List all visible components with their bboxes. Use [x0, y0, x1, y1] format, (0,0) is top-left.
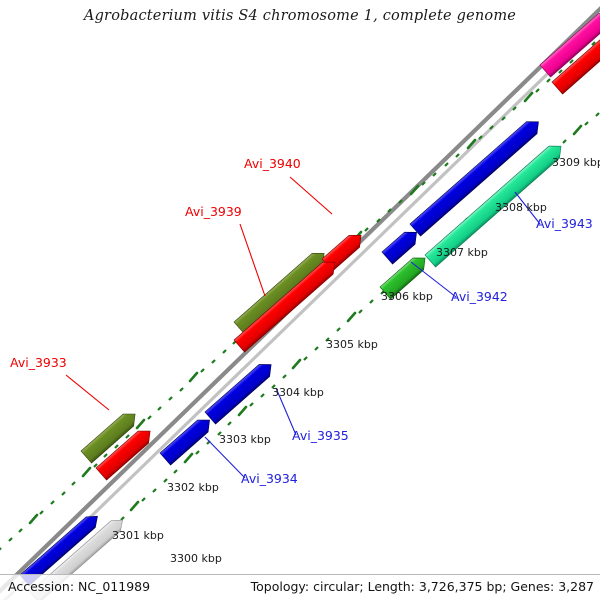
gene-glyph-avi-3942[interactable]	[379, 252, 430, 300]
gene-label-avi-3933[interactable]: Avi_3933	[10, 355, 67, 370]
gene-glyph[interactable]	[233, 256, 340, 353]
ruler-tick-label: 3300 kbp	[170, 552, 222, 565]
label-leader-lines	[65, 176, 541, 479]
gene-glyphs-below[interactable]	[95, 30, 600, 481]
gene-glyph[interactable]	[95, 425, 155, 481]
gene-label-avi-3943[interactable]: Avi_3943	[536, 216, 593, 231]
ruler-tick-label: 3305 kbp	[326, 338, 378, 351]
gene-glyph[interactable]	[409, 116, 544, 237]
ruler-tick-label: 3306 kbp	[381, 290, 433, 303]
gene-label-avi-3935[interactable]: Avi_3935	[292, 428, 349, 443]
gene-glyph[interactable]	[539, 8, 600, 78]
gene-label-avi-3939[interactable]: Avi_3939	[185, 204, 242, 219]
page-title: Agrobacterium vitis S4 chromosome 1, com…	[83, 8, 517, 24]
gene-glyph-avi-3939[interactable]	[233, 247, 329, 335]
ruler-tick-labels: 3300 kbp 3301 kbp 3302 kbp 3303 kbp 3304 kbp…	[112, 156, 600, 565]
leader-avi-3943	[514, 191, 541, 225]
status-bar: Accession: NC_011989 Topology: circular;…	[0, 574, 600, 600]
gene-glyph-avi-3935[interactable]	[204, 359, 276, 425]
leader-avi-3939	[239, 223, 266, 297]
leader-avi-3935	[275, 387, 297, 436]
ruler-tick-label: 3302 kbp	[167, 481, 219, 494]
gene-label-avi-3940[interactable]: Avi_3940	[244, 156, 301, 171]
ruler-tick-label: 3309 kbp	[552, 156, 600, 169]
leader-avi-3934	[204, 436, 246, 479]
gene-glyph-avi-3934[interactable]	[159, 414, 215, 466]
gene-glyph[interactable]	[381, 226, 422, 265]
gene-glyph-avi-3943[interactable]	[424, 140, 566, 268]
leader-avi-3942	[410, 261, 457, 298]
gene-label-avi-3942[interactable]: Avi_3942	[451, 289, 508, 304]
ruler-tick-label: 3307 kbp	[436, 246, 488, 259]
ruler-tick-label: 3304 kbp	[272, 386, 324, 399]
leader-avi-3940	[289, 176, 333, 215]
ruler-tick-label: 3303 kbp	[219, 433, 271, 446]
ruler-tick-label: 3308 kbp	[495, 201, 547, 214]
gene-glyph-avi-3933[interactable]	[80, 408, 140, 464]
gene-label-avi-3934[interactable]: Avi_3934	[241, 471, 298, 486]
gene-glyph[interactable]	[551, 30, 600, 95]
gene-name-labels[interactable]: Avi_3933 Avi_3939 Avi_3940 Avi_3934 Avi_3935…	[10, 156, 593, 486]
ruler-tick-label: 3301 kbp	[112, 529, 164, 542]
leader-avi-3933	[65, 374, 110, 411]
accession-label: Accession: NC_011989	[8, 579, 151, 594]
genome-summary: Topology: circular; Length: 3,726,375 bp…	[250, 579, 594, 594]
